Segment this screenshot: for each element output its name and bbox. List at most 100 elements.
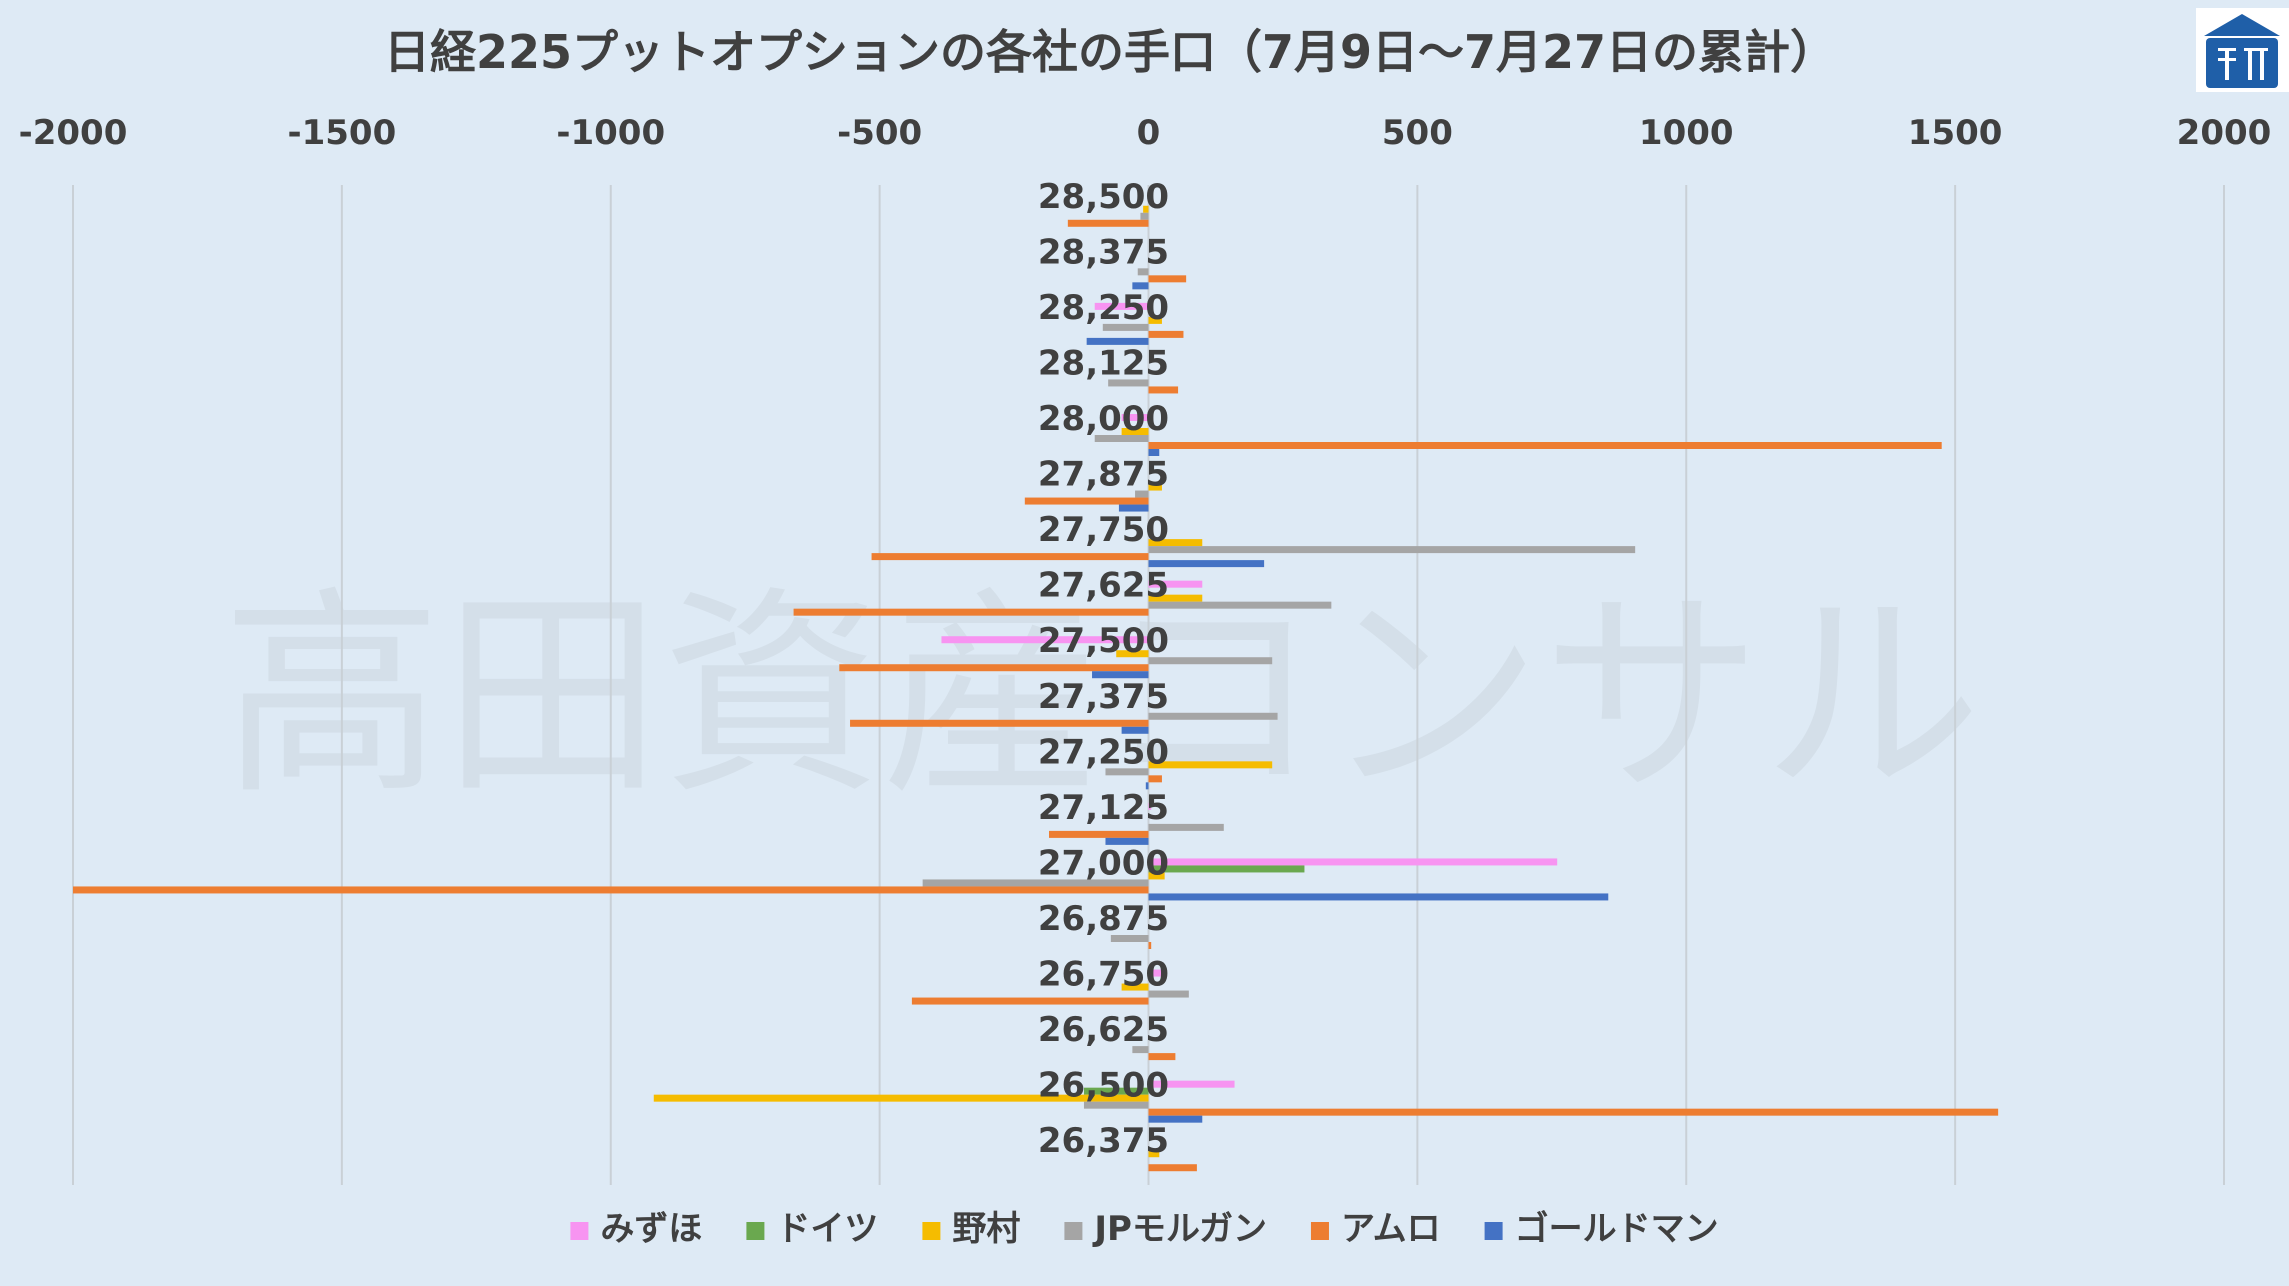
bar [1148, 601, 1332, 609]
bar [850, 719, 1149, 727]
bar [1143, 205, 1149, 213]
bar [1148, 872, 1165, 880]
category-label: 28,375 [1038, 232, 1169, 272]
bar [1092, 671, 1149, 679]
legend-item: 野村 [922, 1209, 1020, 1249]
legend-label: ゴールドマン [1515, 1209, 1719, 1249]
category-label: 28,250 [1038, 288, 1169, 328]
bar [1105, 837, 1149, 845]
legend-label: みずほ [600, 1209, 702, 1249]
x-tick-label: -1500 [288, 113, 397, 153]
category-label: 27,000 [1038, 843, 1169, 883]
bar [1148, 802, 1152, 810]
bar [1148, 386, 1179, 394]
bar [1148, 1150, 1160, 1158]
bar [1148, 969, 1165, 977]
bar [1083, 1087, 1149, 1095]
legend-swatch [746, 1222, 765, 1240]
legend-label: JPモルガン [1092, 1209, 1267, 1249]
legend-swatch [922, 1222, 941, 1240]
category-label: 27,875 [1038, 455, 1169, 495]
legend-item: みずほ [570, 1209, 702, 1249]
bar [839, 664, 1149, 672]
category-label: 28,125 [1038, 343, 1169, 383]
bar [1148, 539, 1203, 547]
category-label: 27,750 [1038, 510, 1169, 550]
bar [1121, 414, 1149, 421]
bar [871, 553, 1149, 561]
legend-item: ゴールドマン [1484, 1209, 1719, 1249]
legend-item: JPモルガン [1064, 1209, 1267, 1249]
legend-swatch [1484, 1222, 1503, 1240]
bar [1148, 594, 1203, 602]
category-label: 26,750 [1038, 955, 1169, 995]
category-label: 28,500 [1038, 177, 1169, 217]
x-tick-label: 0 [1137, 113, 1161, 153]
bars [73, 205, 1999, 1172]
bar [1083, 1101, 1149, 1109]
bar [1086, 337, 1149, 345]
x-tick-label: -2000 [19, 113, 128, 153]
category-label: 27,250 [1038, 732, 1169, 772]
bar [1148, 449, 1160, 456]
gridlines [72, 185, 2225, 1185]
bar [1148, 546, 1636, 554]
bar [1140, 212, 1149, 220]
bar [1049, 830, 1149, 838]
bar [911, 997, 1149, 1005]
bar [1148, 1108, 1999, 1116]
legend: みずほ ドイツ 野村 JPモルガン アムロ ゴールドマン [570, 1209, 1719, 1249]
category-label: 26,500 [1038, 1066, 1169, 1106]
bar [1148, 275, 1187, 283]
bar [1148, 483, 1162, 491]
bar [1145, 782, 1149, 790]
bar [1094, 302, 1149, 310]
bar [1148, 712, 1278, 720]
bar [1148, 1164, 1197, 1172]
bar [1148, 858, 1558, 866]
category-label: 27,500 [1038, 621, 1169, 661]
bar [1148, 990, 1189, 998]
bar [922, 879, 1149, 887]
bar [1108, 379, 1149, 387]
bar [1118, 504, 1149, 512]
bar [1067, 219, 1149, 227]
bar [1148, 442, 1942, 449]
x-tick-label: 500 [1382, 113, 1453, 153]
bar [1102, 323, 1149, 331]
legend-item: アムロ [1310, 1209, 1441, 1249]
x-tick-label: 1500 [1908, 113, 2003, 153]
legend-label: アムロ [1341, 1209, 1441, 1249]
legend-label: ドイツ [776, 1209, 878, 1249]
bar [1110, 935, 1149, 942]
y-axis-ticks: 28,500 28,375 28,250 28,125 28,000 27,875 27,7… [1038, 177, 1169, 1161]
bar [1094, 435, 1149, 442]
bar [1148, 560, 1265, 568]
bar [1148, 761, 1273, 769]
bar [1148, 1080, 1235, 1088]
bar [1148, 865, 1305, 873]
bar [1121, 726, 1149, 734]
bar [1024, 497, 1149, 505]
bar [1121, 983, 1149, 991]
bar [1132, 1046, 1149, 1054]
bar [941, 636, 1149, 644]
category-label: 27,625 [1038, 566, 1169, 606]
category-label: 27,375 [1038, 677, 1169, 717]
bar [73, 886, 1149, 894]
bar [1148, 893, 1609, 901]
bar [1121, 428, 1149, 435]
bar [793, 608, 1149, 616]
legend-swatch [570, 1222, 589, 1240]
bar [653, 1094, 1149, 1102]
bar [1105, 768, 1149, 776]
bar [1116, 650, 1149, 658]
x-tick-label: -500 [837, 113, 922, 153]
category-label: 26,375 [1038, 1121, 1169, 1161]
bar [1148, 580, 1203, 588]
bar [1137, 268, 1149, 276]
category-label: 27,125 [1038, 788, 1169, 828]
legend-item: ドイツ [746, 1209, 878, 1249]
bar [1148, 657, 1273, 665]
